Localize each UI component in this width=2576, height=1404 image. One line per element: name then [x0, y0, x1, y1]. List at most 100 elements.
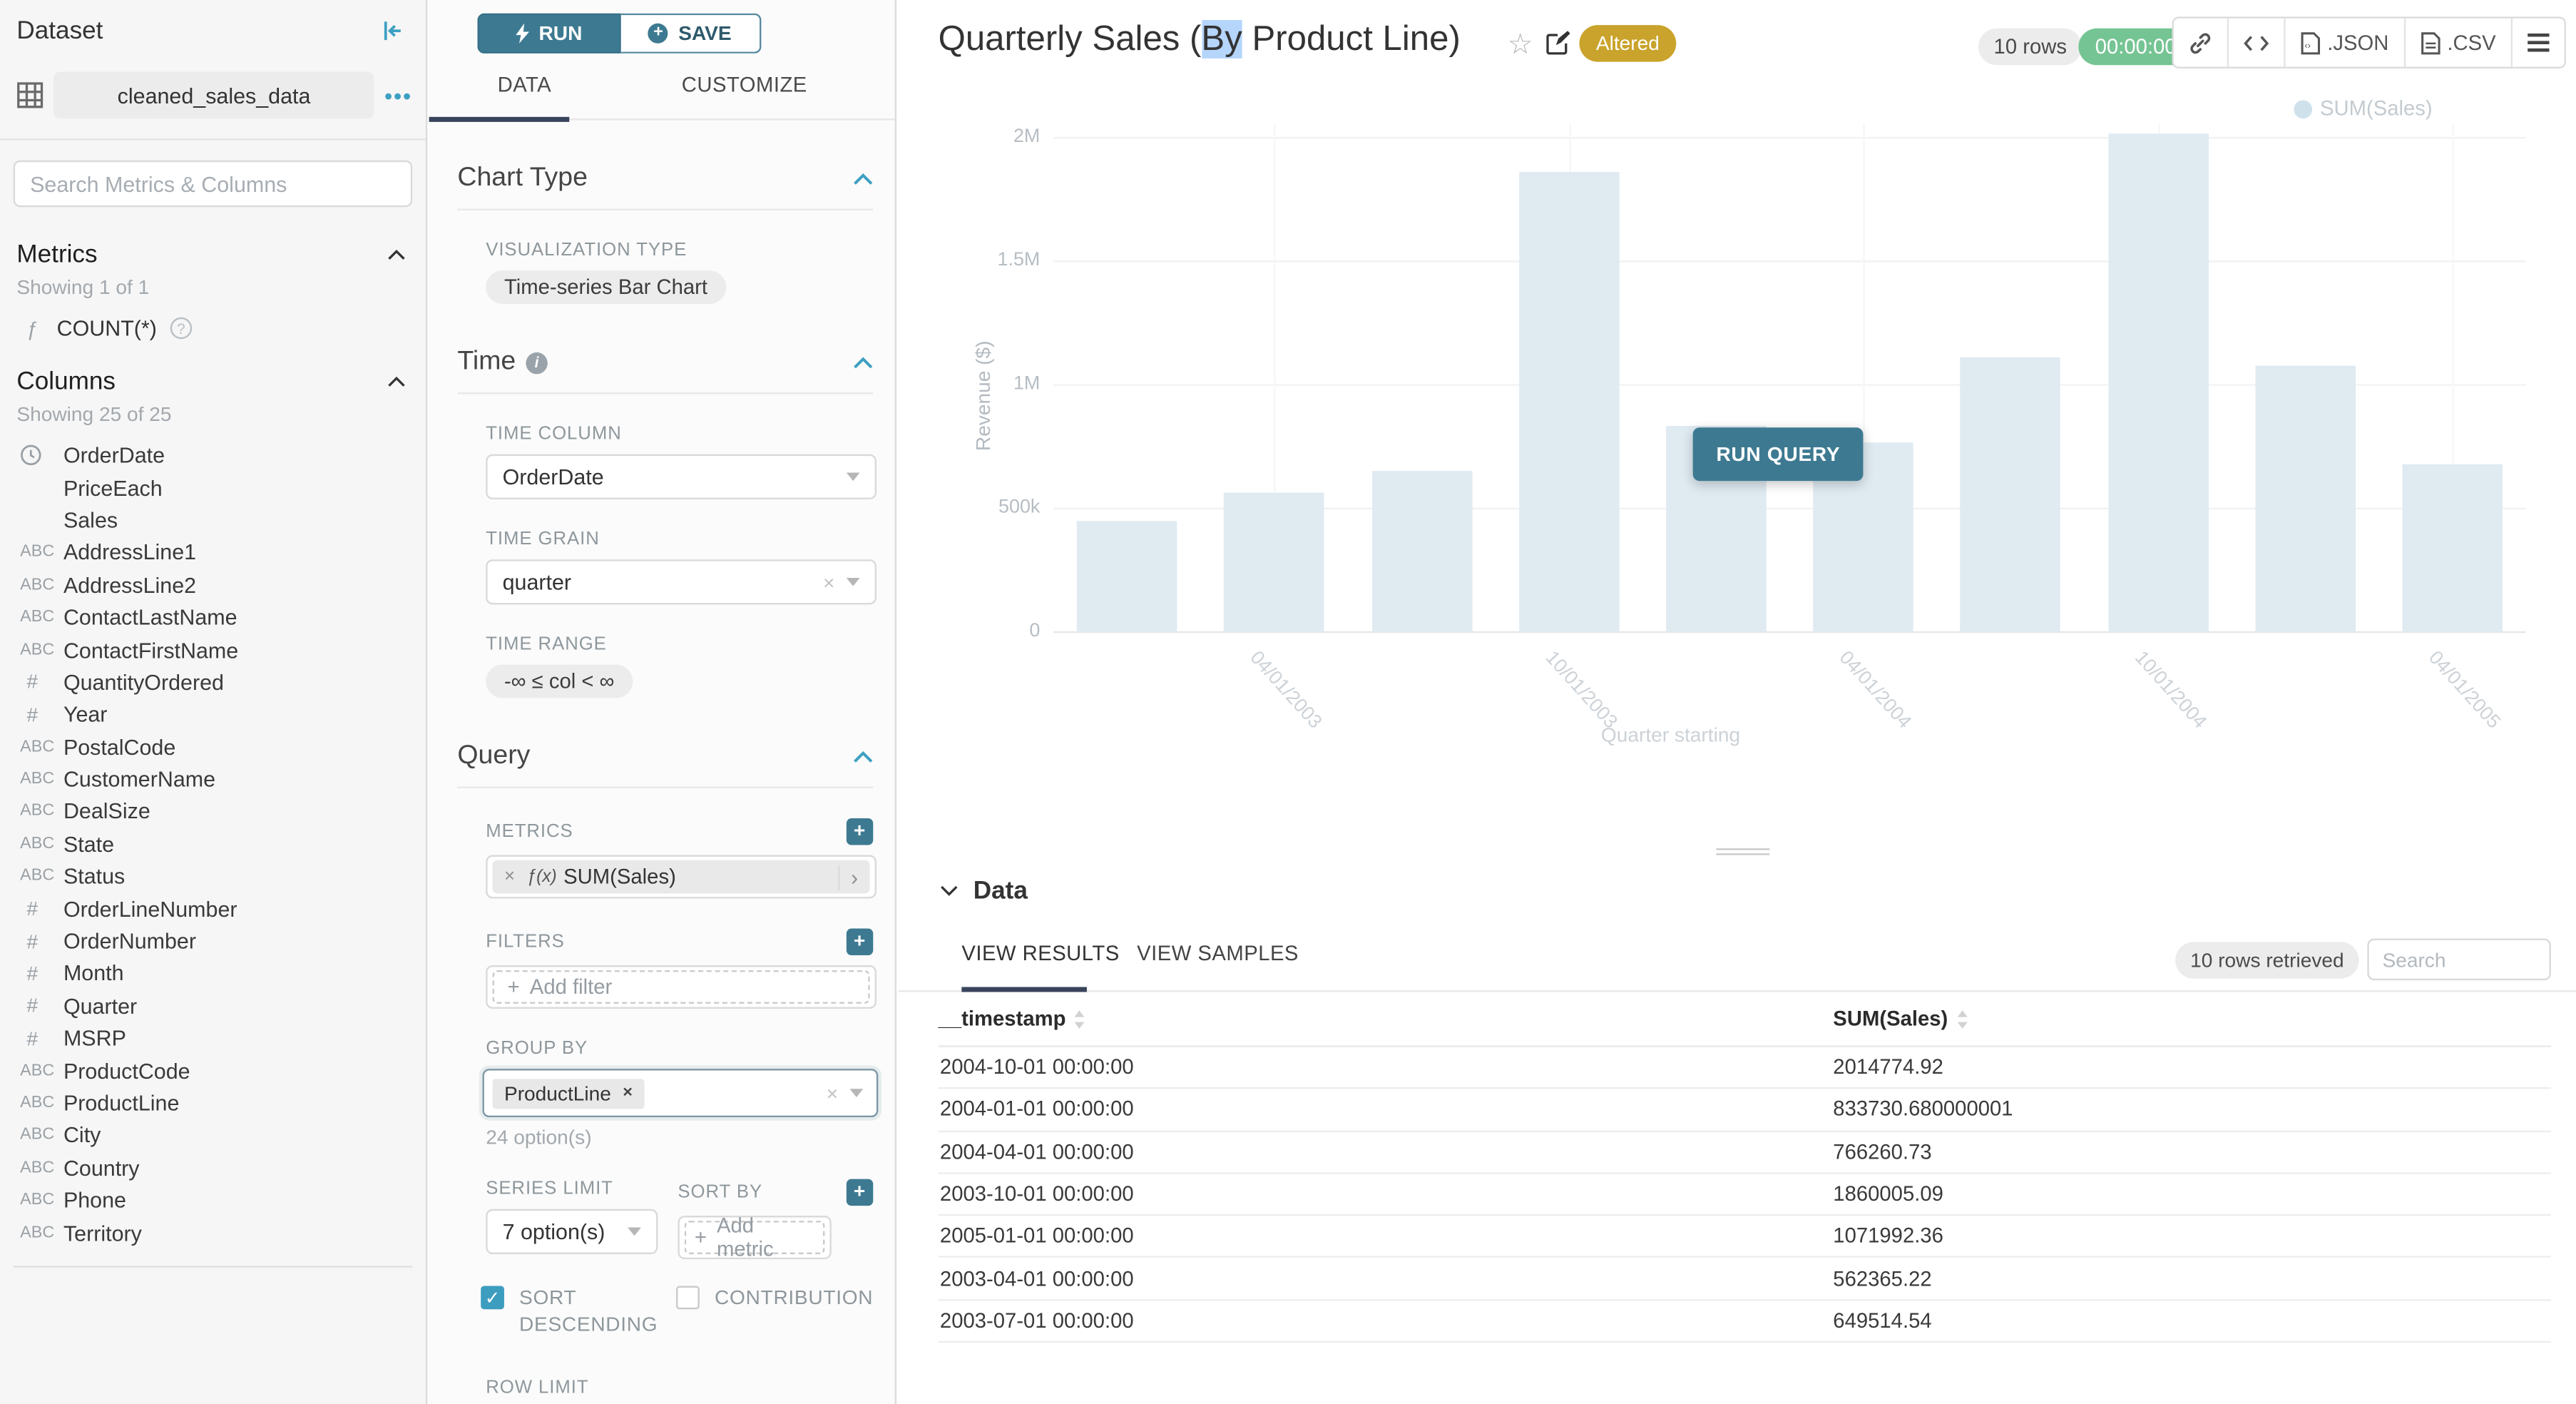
time-range-pill[interactable]: -∞ ≤ col < ∞	[486, 664, 633, 698]
numeric-type-icon: #	[26, 670, 39, 694]
run-button[interactable]: RUN	[477, 13, 620, 54]
bar-2004-10-01[interactable]	[2107, 133, 2208, 631]
table-row[interactable]: 2004-10-01 00:00:00 2014774.92	[938, 1047, 2551, 1089]
collapse-panel-icon[interactable]	[381, 19, 406, 44]
favorite-star-icon[interactable]: ☆	[1507, 28, 1533, 61]
table-row[interactable]: 2003-10-01 00:00:00 1860005.09	[938, 1174, 2551, 1216]
column-item-phone[interactable]: ABC Phone	[0, 1184, 426, 1216]
column-item-productline[interactable]: ABC ProductLine	[0, 1087, 426, 1119]
metric-pill[interactable]: × ƒ(x) SUM(Sales) ›	[492, 860, 870, 894]
chart-actions-group: ‹› .JSON .CSV	[2172, 16, 2566, 68]
column-item-sales[interactable]: Sales	[0, 504, 426, 536]
column-item-quantityordered[interactable]: # QuantityOrdered	[0, 666, 426, 698]
numeric-type-icon: #	[26, 897, 39, 921]
table-row[interactable]: 2004-04-01 00:00:00 766260.73	[938, 1131, 2551, 1174]
export-csv-button[interactable]: .CSV	[2406, 18, 2513, 67]
dataset-name[interactable]: cleaned_sales_data	[53, 71, 375, 119]
chart-title[interactable]: Quarterly Sales (By Product Line)	[938, 20, 1461, 58]
series-limit-select[interactable]: 7 option(s)	[486, 1209, 658, 1255]
column-item-ordernumber[interactable]: # OrderNumber	[0, 925, 426, 957]
visualization-type-pill[interactable]: Time-series Bar Chart	[486, 270, 726, 305]
column-item-orderdate[interactable]: OrderDate	[0, 439, 426, 472]
table-row[interactable]: 2005-01-01 00:00:00 1071992.36	[938, 1216, 2551, 1258]
column-item-year[interactable]: # Year	[0, 698, 426, 731]
clear-icon[interactable]: ×	[826, 1081, 839, 1105]
add-metric-button[interactable]: +	[846, 818, 874, 845]
tab-view-samples[interactable]: VIEW SAMPLES	[1137, 942, 1299, 966]
add-sort-metric-button[interactable]: +	[846, 1179, 874, 1206]
chevron-up-icon[interactable]	[387, 376, 406, 387]
search-metrics-columns-input[interactable]	[13, 160, 413, 208]
chart-legend[interactable]: SUM(Sales)	[2293, 97, 2433, 121]
chevron-right-icon[interactable]: ›	[837, 864, 869, 890]
column-item-priceeach[interactable]: PriceEach	[0, 472, 426, 504]
edit-properties-icon[interactable]	[1546, 30, 1571, 55]
group-by-tag[interactable]: ProductLine ×	[492, 1078, 645, 1109]
add-sort-metric-dropzone[interactable]: + Add metric	[684, 1214, 825, 1261]
altered-badge[interactable]: Altered	[1579, 25, 1677, 62]
dataset-menu-icon[interactable]: •••	[384, 82, 413, 108]
remove-tag-icon[interactable]: ×	[623, 1084, 633, 1102]
column-item-addressline1[interactable]: ABC AddressLine1	[0, 536, 426, 569]
column-item-productcode[interactable]: ABC ProductCode	[0, 1054, 426, 1087]
column-header-value[interactable]: SUM(Sales)	[1833, 1007, 1968, 1030]
bar-2005-04-01[interactable]	[2402, 464, 2503, 631]
table-row[interactable]: 2003-04-01 00:00:00 562365.22	[938, 1258, 2551, 1301]
clear-icon[interactable]: ×	[823, 570, 835, 594]
chevron-down-icon[interactable]	[940, 885, 959, 897]
column-item-msrp[interactable]: # MSRP	[0, 1022, 426, 1054]
column-item-month[interactable]: # Month	[0, 957, 426, 990]
column-item-contactfirstname[interactable]: ABC ContactFirstName	[0, 634, 426, 666]
bar-2003-07-01[interactable]	[1371, 470, 1472, 631]
column-item-orderlinenumber[interactable]: # OrderLineNumber	[0, 892, 426, 925]
y-axis-title: Revenue ($)	[971, 340, 996, 452]
column-item-country[interactable]: ABC Country	[0, 1151, 426, 1184]
bar-2005-01-01[interactable]	[2254, 366, 2356, 631]
run-query-overlay-button[interactable]: RUN QUERY	[1692, 427, 1864, 482]
column-item-postalcode[interactable]: ABC PostalCode	[0, 731, 426, 763]
column-item-customername[interactable]: ABC CustomerName	[0, 763, 426, 795]
metric-item[interactable]: ƒ COUNT(*) ?	[0, 302, 426, 345]
panel-resize-handle[interactable]	[1716, 845, 1770, 858]
export-json-button[interactable]: ‹› .JSON	[2286, 18, 2406, 67]
contribution-label: CONTRIBUTION	[715, 1286, 874, 1310]
results-table-body: 2004-10-01 00:00:00 2014774.92 2004-01-01 …	[938, 1047, 2551, 1343]
chevron-up-icon[interactable]	[387, 249, 406, 260]
chevron-up-icon[interactable]	[853, 750, 873, 763]
bar-2003-01-01[interactable]	[1077, 521, 1177, 631]
column-item-city[interactable]: ABC City	[0, 1119, 426, 1151]
menu-icon[interactable]	[2513, 19, 2565, 67]
column-item-dealsize[interactable]: ABC DealSize	[0, 795, 426, 828]
bar-2003-04-01[interactable]	[1224, 492, 1325, 631]
chevron-up-icon[interactable]	[853, 356, 873, 370]
column-item-contactlastname[interactable]: ABC ContactLastName	[0, 601, 426, 634]
legend-marker-icon	[2293, 99, 2312, 118]
bar-2004-07-01[interactable]	[1960, 357, 2061, 631]
tab-view-results[interactable]: VIEW RESULTS	[961, 942, 1120, 966]
column-item-addressline2[interactable]: ABC AddressLine2	[0, 569, 426, 601]
bar-2003-10-01[interactable]	[1518, 171, 1619, 631]
time-section-title: Time	[457, 347, 516, 376]
tab-customize[interactable]: CUSTOMIZE	[681, 73, 807, 97]
sort-descending-checkbox[interactable]: ✓	[481, 1286, 504, 1310]
group-by-select[interactable]: ProductLine × ×	[482, 1069, 879, 1118]
share-link-icon[interactable]	[2174, 18, 2229, 67]
time-grain-select[interactable]: quarter ×	[486, 559, 876, 605]
column-item-territory[interactable]: ABC Territory	[0, 1216, 426, 1248]
add-filter-dropzone[interactable]: + Add filter	[492, 970, 870, 1004]
column-header-timestamp[interactable]: __timestamp	[939, 1007, 1086, 1030]
results-search-input[interactable]	[2367, 938, 2551, 981]
save-button[interactable]: + SAVE	[620, 13, 762, 54]
chevron-up-icon[interactable]	[853, 172, 873, 185]
column-item-status[interactable]: ABC Status	[0, 860, 426, 892]
column-item-state[interactable]: ABC State	[0, 828, 426, 860]
column-item-quarter[interactable]: # Quarter	[0, 990, 426, 1022]
table-row[interactable]: 2004-01-01 00:00:00 833730.680000001	[938, 1089, 2551, 1132]
embed-code-icon[interactable]	[2229, 18, 2286, 67]
time-column-select[interactable]: OrderDate	[486, 454, 876, 499]
remove-metric-icon[interactable]: ×	[504, 866, 516, 887]
add-filter-button[interactable]: +	[846, 928, 874, 955]
table-row[interactable]: 2003-07-01 00:00:00 649514.54	[938, 1301, 2551, 1343]
tab-data[interactable]: DATA	[497, 73, 552, 97]
contribution-checkbox[interactable]	[676, 1286, 700, 1310]
